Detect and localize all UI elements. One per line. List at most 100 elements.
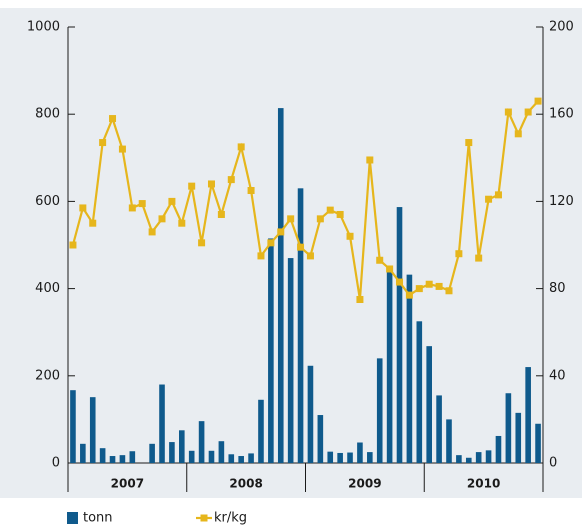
y2-tick-label: 200	[549, 20, 574, 35]
year-label: 2010	[467, 477, 500, 491]
bar	[188, 450, 195, 463]
bar	[406, 274, 413, 463]
legend-swatch	[200, 514, 208, 522]
line-marker	[158, 215, 166, 223]
bar	[198, 421, 205, 463]
bar	[287, 258, 294, 463]
line-marker	[504, 108, 512, 116]
bar	[208, 450, 215, 463]
line	[71, 100, 539, 300]
bar	[376, 358, 383, 463]
bar	[238, 456, 244, 463]
bar	[129, 451, 136, 463]
bar	[475, 452, 482, 463]
y-tick-label: 800	[35, 107, 60, 122]
y2-tick-label: 160	[549, 107, 574, 122]
line-marker	[198, 239, 206, 247]
y2-tick-label: 120	[549, 194, 574, 209]
bar	[327, 451, 334, 463]
bar	[277, 108, 284, 463]
bar	[396, 207, 403, 463]
line-marker	[128, 204, 136, 212]
y-tick-label: 1000	[27, 20, 60, 35]
bar	[159, 384, 165, 463]
y-tick-label: 0	[52, 456, 60, 471]
bar	[515, 412, 522, 463]
line-marker	[188, 182, 196, 190]
bar	[495, 435, 502, 463]
line-marker	[109, 115, 117, 123]
bar	[446, 419, 452, 463]
line-marker	[415, 285, 423, 293]
year-label: 2009	[348, 477, 381, 491]
bar	[80, 443, 86, 463]
bar	[169, 442, 175, 463]
bar	[317, 415, 324, 463]
line-marker	[247, 187, 255, 194]
y-tick-label: 200	[35, 368, 60, 383]
line-marker	[306, 252, 314, 260]
line-marker	[534, 97, 542, 105]
bar	[347, 452, 353, 463]
bar	[386, 271, 393, 463]
line-marker	[217, 210, 225, 218]
line-marker	[356, 296, 364, 303]
line-marker	[297, 243, 305, 251]
line-marker	[277, 228, 285, 236]
year-label: 2007	[111, 477, 144, 491]
line-marker	[237, 143, 245, 151]
bar	[465, 457, 472, 463]
line-marker	[178, 219, 186, 227]
y2-tick-label: 40	[549, 368, 566, 383]
line-marker	[257, 252, 265, 260]
line-marker	[366, 156, 374, 164]
bar	[70, 390, 76, 463]
bar	[307, 365, 314, 463]
bar	[426, 346, 432, 463]
bar	[109, 456, 116, 463]
line-marker	[316, 215, 324, 223]
bar	[248, 453, 254, 463]
y-tick-label: 600	[35, 194, 60, 209]
bar	[258, 399, 264, 463]
line-marker	[386, 265, 394, 273]
bar	[119, 455, 126, 463]
line-marker	[118, 145, 126, 153]
bar	[337, 452, 343, 463]
line-marker	[326, 206, 334, 214]
line-marker	[138, 200, 146, 208]
line-marker	[148, 228, 156, 236]
line-marker	[455, 250, 463, 258]
line-marker	[514, 130, 522, 138]
bar	[525, 367, 531, 463]
bar	[218, 441, 225, 463]
legend-label: tonn	[83, 511, 113, 526]
bar	[297, 188, 304, 463]
bar	[535, 423, 541, 463]
line-marker	[267, 239, 275, 247]
bar	[367, 452, 373, 463]
line-marker	[99, 139, 107, 147]
line-marker	[69, 241, 77, 249]
line-marker	[465, 139, 473, 147]
line-marker	[79, 204, 87, 212]
bar	[268, 238, 274, 463]
bar	[228, 454, 235, 463]
line-marker	[396, 278, 404, 286]
y2-tick-label: 80	[549, 281, 566, 296]
y2-tick-label: 0	[549, 456, 557, 471]
line-marker	[524, 108, 532, 116]
bar	[456, 455, 462, 463]
bar	[505, 393, 512, 463]
line-marker	[376, 256, 384, 264]
line-marker	[336, 210, 344, 218]
line-marker	[168, 197, 176, 205]
line-marker	[494, 191, 502, 199]
bar	[179, 430, 185, 463]
line-marker	[475, 254, 483, 262]
bar	[485, 450, 492, 463]
line-marker	[227, 176, 235, 184]
line-marker	[346, 232, 354, 240]
bar	[99, 448, 106, 463]
